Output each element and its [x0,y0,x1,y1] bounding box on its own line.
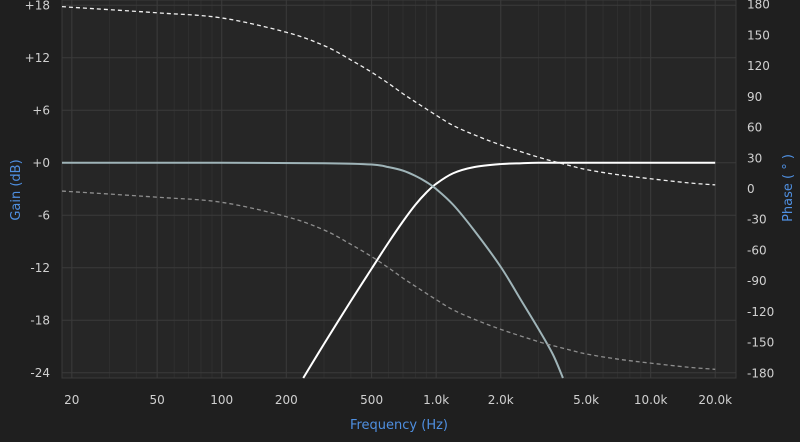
right-tick-label: 150 [747,28,770,42]
right-tick-label: 60 [747,121,762,135]
x-axis-title: Frequency (Hz) [350,418,448,433]
right-tick-label: 0 [747,182,755,196]
x-tick-label: 20.0k [698,393,732,407]
left-tick-label: -12 [30,261,50,275]
plot-area [62,0,736,378]
right-tick-label: -180 [747,366,774,380]
left-tick-label: -24 [30,366,50,380]
right-tick-label: -150 [747,336,774,350]
x-tick-label: 200 [275,393,298,407]
gain-curve-1 [61,161,564,379]
tick-labels: 20 50 100 200 500 1.0k 2.0k 5.0k 10.0k 20.0k +18 +1… [25,0,775,407]
x-tick-label: 10.0k [634,393,668,407]
right-tick-label: -30 [747,213,767,227]
left-tick-label: +0 [32,156,50,170]
left-tick-label: +12 [25,51,50,65]
phase-curve-2 [61,6,716,186]
left-tick-label: -6 [38,208,50,222]
left-tick-label: +18 [25,0,50,12]
x-tick-label: 50 [150,393,165,407]
x-tick-label: 100 [210,393,233,407]
right-tick-label: 180 [747,0,770,12]
right-tick-label: 30 [747,151,762,165]
plot-border [61,0,737,379]
left-tick-label: +6 [32,103,50,117]
left-tick-label: -18 [30,313,50,327]
x-tick-label: 1.0k [423,393,449,407]
right-tick-label: -90 [747,274,767,288]
phase-curve-3 [61,190,716,370]
gain-curve-0 [302,161,716,379]
series-layer [61,6,716,379]
x-tick-label: 500 [360,393,383,407]
right-tick-label: -120 [747,305,774,319]
right-axis-title: Phase ( ° ) [781,154,796,222]
x-tick-label: 5.0k [573,393,599,407]
x-tick-label: 2.0k [488,393,514,407]
right-tick-label: -60 [747,243,767,257]
x-tick-label: 20 [64,393,79,407]
left-axis-title: Gain (dB) [9,159,24,220]
right-tick-label: 90 [747,90,762,104]
right-tick-label: 120 [747,59,770,73]
